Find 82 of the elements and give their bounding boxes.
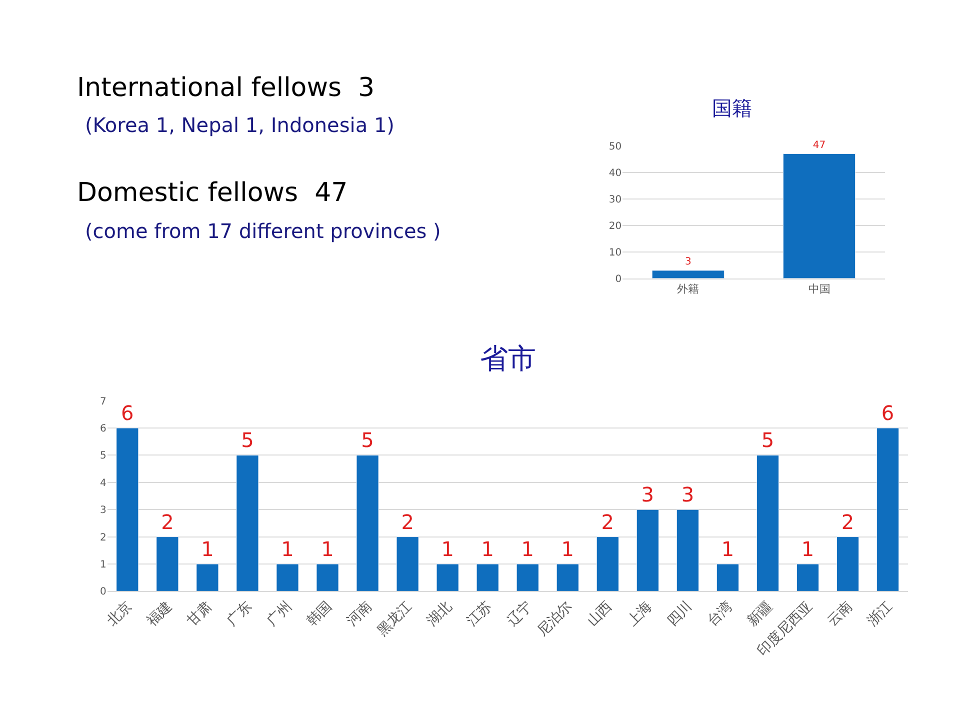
bar <box>236 454 259 592</box>
bar <box>276 564 299 592</box>
x-tick-label: 中国 <box>808 282 830 296</box>
bar <box>556 564 579 592</box>
data-label: 3 <box>684 256 692 268</box>
y-tick-label: 50 <box>608 141 622 152</box>
data-label: 5 <box>241 428 254 452</box>
text: Domestic fellows 47 <box>77 178 348 208</box>
bar <box>356 454 379 592</box>
data-label: 1 <box>201 537 214 561</box>
x-tick-label: 四川 <box>664 598 696 630</box>
x-tick-label: 浙江 <box>864 598 896 630</box>
bar <box>436 564 459 592</box>
bar <box>796 564 820 592</box>
y-tick-label: 0 <box>615 274 622 285</box>
bar <box>716 564 739 592</box>
x-tick-label: 福建 <box>144 598 176 630</box>
data-label: 1 <box>521 537 534 561</box>
y-tick-label: 40 <box>608 168 622 179</box>
bar <box>476 564 499 592</box>
bar <box>636 509 659 592</box>
data-label: 1 <box>561 537 574 561</box>
data-label: 47 <box>812 140 826 151</box>
y-tick-label: 0 <box>100 586 106 598</box>
x-tick-label: 河南 <box>344 598 376 630</box>
x-tick-label: 云南 <box>824 598 856 630</box>
data-label: 1 <box>321 537 334 561</box>
x-tick-label: 山西 <box>584 598 616 630</box>
bar <box>756 454 779 592</box>
bar <box>876 428 900 592</box>
bar <box>116 428 139 592</box>
y-tick-label: 20 <box>608 220 622 232</box>
bar <box>596 536 619 592</box>
data-label: 6 <box>121 401 134 425</box>
bar <box>676 509 699 592</box>
bar <box>316 564 339 592</box>
chart-title: 国籍 <box>712 96 752 120</box>
data-label: 1 <box>801 537 814 561</box>
x-tick-label: 上海 <box>624 598 656 630</box>
text: (Korea 1, Nepal 1, Indonesia 1) <box>85 113 394 137</box>
x-tick-label: 尼泊尔 <box>534 598 576 640</box>
data-label: 6 <box>881 401 894 425</box>
y-tick-label: 5 <box>100 450 106 462</box>
text: (come from 17 different provinces ) <box>85 219 441 243</box>
y-tick-label: 3 <box>100 505 106 516</box>
x-tick-label: 江苏 <box>464 598 496 630</box>
x-tick-label: 甘肃 <box>184 598 216 630</box>
bar <box>836 536 860 592</box>
bar <box>516 564 539 592</box>
y-tick-label: 7 <box>100 396 106 408</box>
data-label: 1 <box>441 537 454 561</box>
data-label: 3 <box>641 482 654 507</box>
data-label: 2 <box>401 510 414 534</box>
x-tick-label: 台湾 <box>704 598 736 630</box>
y-tick-label: 2 <box>100 532 106 544</box>
y-tick-label: 30 <box>608 194 622 206</box>
data-label: 1 <box>721 537 734 561</box>
y-tick-label: 4 <box>100 478 106 489</box>
data-label: 1 <box>281 537 294 561</box>
data-label: 1 <box>481 537 494 561</box>
x-tick-label: 北京 <box>104 598 136 630</box>
data-label: 2 <box>841 510 854 534</box>
y-tick-label: 1 <box>100 560 106 570</box>
x-tick-label: 辽宁 <box>504 598 536 630</box>
x-tick-label: 湖北 <box>424 598 456 630</box>
x-tick-label: 黑龙江 <box>374 598 416 640</box>
bar <box>156 536 179 592</box>
x-tick-label: 韩国 <box>304 598 336 630</box>
data-label: 2 <box>161 510 174 534</box>
data-label: 3 <box>681 482 694 507</box>
data-label: 5 <box>361 428 374 452</box>
bar <box>396 536 419 592</box>
data-label: 5 <box>761 428 774 452</box>
chart-title: 省市 <box>480 342 536 375</box>
x-tick-label: 新疆 <box>744 598 776 630</box>
x-tick-label: 广东 <box>224 598 256 630</box>
bar <box>196 564 219 592</box>
x-tick-label: 广州 <box>264 598 296 630</box>
x-tick-label: 外籍 <box>677 282 700 296</box>
y-tick-label: 6 <box>100 424 106 434</box>
y-tick-label: 10 <box>608 247 622 258</box>
text: International fellows 3 <box>77 73 375 103</box>
